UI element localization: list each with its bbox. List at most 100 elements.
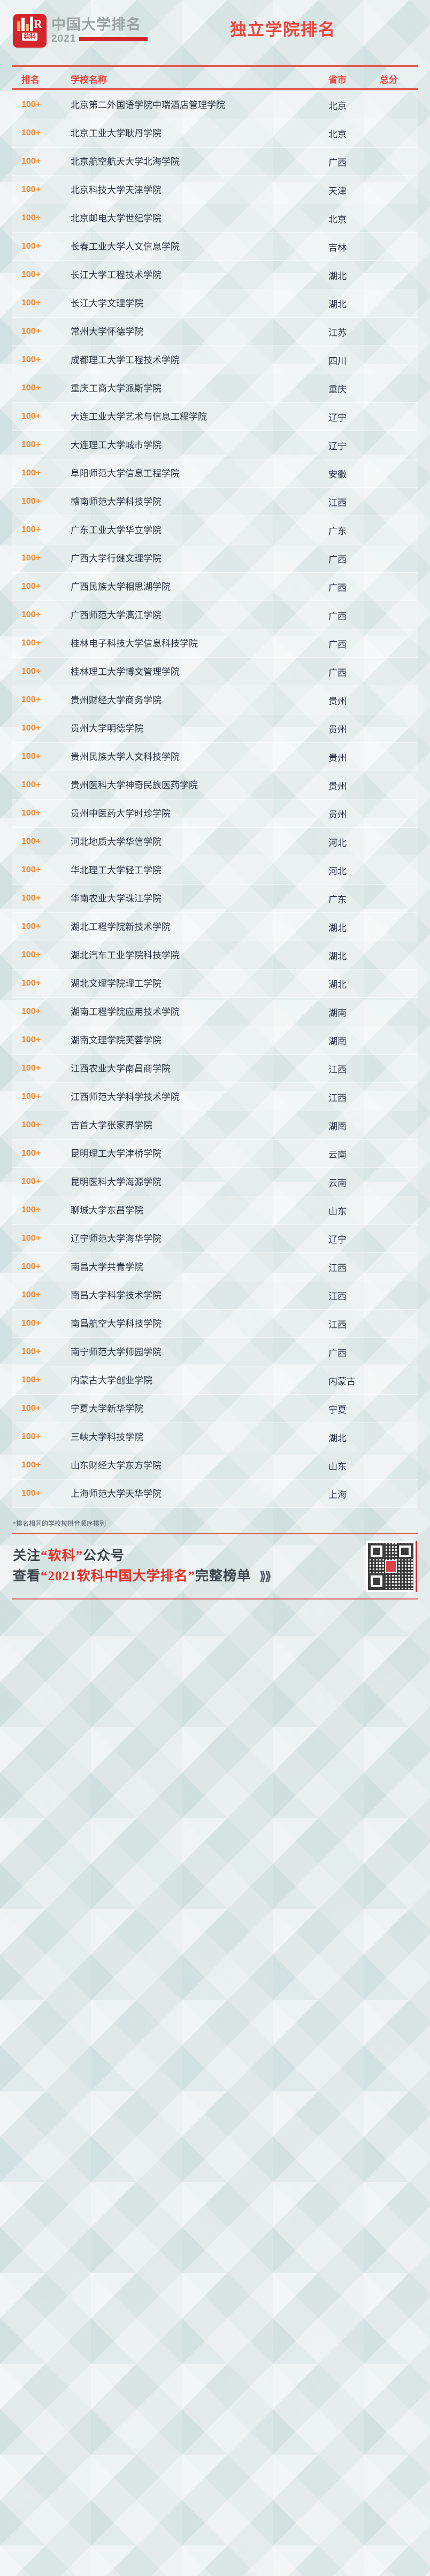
cell-province: 江西 <box>328 1263 347 1273</box>
brand-year-row: 2021 <box>51 34 148 44</box>
cell-rank: 100+ <box>21 497 41 506</box>
table-row[interactable]: 100+ 大连理工大学城市学院 辽宁 <box>12 431 418 459</box>
cta-line2-prefix: 查看 <box>13 1569 41 1583</box>
cell-name: 江西农业大学南昌商学院 <box>71 1063 171 1074</box>
cell-province: 江西 <box>328 1093 347 1103</box>
table-row[interactable]: 100+ 南昌大学共青学院 江西 <box>12 1253 418 1281</box>
cell-rank: 100+ <box>21 809 41 818</box>
brand-underline-bar <box>79 37 148 41</box>
table-row[interactable]: 100+ 辽宁师范大学海华学院 辽宁 <box>12 1225 418 1253</box>
cell-rank: 100+ <box>21 1064 41 1073</box>
cell-rank: 100+ <box>21 1205 41 1214</box>
table-row[interactable]: 100+ 成都理工大学工程技术学院 四川 <box>12 346 418 374</box>
cell-name: 湖南文理学院芙蓉学院 <box>71 1035 162 1045</box>
cell-province: 辽宁 <box>328 412 347 423</box>
table-row[interactable]: 100+ 常州大学怀德学院 江苏 <box>12 318 418 346</box>
table-row[interactable]: 100+ 湖南文理学院芙蓉学院 湖南 <box>12 1026 418 1055</box>
table-row[interactable]: 100+ 贵州民族大学人文科技学院 贵州 <box>12 743 418 771</box>
cell-rank: 100+ <box>21 1489 41 1498</box>
table-row[interactable]: 100+ 贵州财经大学商务学院 贵州 <box>12 686 418 714</box>
table-row[interactable]: 100+ 聊城大学东昌学院 山东 <box>12 1196 418 1225</box>
cell-name: 南昌航空大学科技学院 <box>71 1318 162 1329</box>
cell-province: 山东 <box>328 1206 347 1217</box>
column-header-rank: 排名 <box>21 74 40 85</box>
cell-province: 贵州 <box>328 809 347 820</box>
table-row[interactable]: 100+ 南昌航空大学科技学院 江西 <box>12 1310 418 1338</box>
table-row[interactable]: 100+ 湖北工程学院新技术学院 湖北 <box>12 913 418 941</box>
table-row[interactable]: 100+ 桂林理工大学博文管理学院 广西 <box>12 658 418 686</box>
cell-province: 天津 <box>328 186 347 196</box>
table-row[interactable]: 100+ 阜阳师范大学信息工程学院 安徽 <box>12 459 418 488</box>
cell-rank: 100+ <box>21 979 41 988</box>
cell-rank: 100+ <box>21 270 41 279</box>
table-row[interactable]: 100+ 河北地质大学华信学院 河北 <box>12 828 418 856</box>
table-row[interactable]: 100+ 贵州医科大学神奇民族医药学院 贵州 <box>12 771 418 799</box>
cell-name: 昆明医科大学海源学院 <box>71 1176 162 1187</box>
table-row[interactable]: 100+ 华南农业大学珠江学院 广东 <box>12 885 418 913</box>
table-row[interactable]: 100+ 江西师范大学科学技术学院 江西 <box>12 1083 418 1111</box>
cell-name: 成都理工大学工程技术学院 <box>71 355 180 365</box>
table-row[interactable]: 100+ 广西大学行健文理学院 广西 <box>12 544 418 573</box>
cell-province: 四川 <box>328 356 347 366</box>
table-row[interactable]: 100+ 内蒙古大学创业学院 内蒙古 <box>12 1366 418 1395</box>
cell-name: 长江大学文理学院 <box>71 298 143 309</box>
table-row[interactable]: 100+ 南宁师范大学师园学院 广西 <box>12 1338 418 1366</box>
table-row[interactable]: 100+ 北京邮电大学世纪学院 北京 <box>12 204 418 233</box>
table-row[interactable]: 100+ 北京第二外国语学院中瑞酒店管理学院 北京 <box>12 91 418 119</box>
logo-mark-letter: R <box>34 17 42 30</box>
table-row[interactable]: 100+ 长春工业大学人文信息学院 吉林 <box>12 233 418 261</box>
table-row[interactable]: 100+ 北京工业大学耿丹学院 北京 <box>12 119 418 148</box>
table-row[interactable]: 100+ 贵州大学明德学院 贵州 <box>12 714 418 743</box>
cell-province: 北京 <box>328 129 347 140</box>
table-row[interactable]: 100+ 山东财经大学东方学院 山东 <box>12 1451 418 1480</box>
cell-rank: 100+ <box>21 922 41 931</box>
table-row[interactable]: 100+ 昆明理工大学津桥学院 云南 <box>12 1140 418 1168</box>
cell-rank: 100+ <box>21 695 41 704</box>
cell-province: 广西 <box>328 1348 347 1358</box>
cell-rank: 100+ <box>21 1404 41 1413</box>
table-row[interactable]: 100+ 重庆工商大学派斯学院 重庆 <box>12 374 418 403</box>
table-row[interactable]: 100+ 南昌大学科学技术学院 江西 <box>12 1281 418 1310</box>
cell-name: 华北理工大学轻工学院 <box>71 865 162 875</box>
cta-block[interactable]: 关注“软科”公众号 查看“2021软科中国大学排名”完整榜单 ⟫⟫ <box>12 1534 418 1598</box>
table-row[interactable]: 100+ 湖北汽车工业学院科技学院 湖北 <box>12 941 418 970</box>
cell-rank: 100+ <box>21 553 41 563</box>
table-row[interactable]: 100+ 广东工业大学华立学院 广东 <box>12 516 418 544</box>
table-row[interactable]: 100+ 上海师范大学天华学院 上海 <box>12 1480 418 1508</box>
table-row[interactable]: 100+ 长江大学文理学院 湖北 <box>12 289 418 318</box>
table-row[interactable]: 100+ 湖北文理学院理工学院 湖北 <box>12 970 418 998</box>
table-row[interactable]: 100+ 长江大学工程技术学院 湖北 <box>12 261 418 289</box>
table-row[interactable]: 100+ 北京科技大学天津学院 天津 <box>12 176 418 204</box>
table-row[interactable]: 100+ 三峡大学科技学院 湖北 <box>12 1423 418 1451</box>
cta-line2-suffix: 完整榜单 <box>195 1569 251 1583</box>
cell-province: 广西 <box>328 667 347 678</box>
table-row[interactable]: 100+ 华北理工大学轻工学院 河北 <box>12 856 418 885</box>
table-row[interactable]: 100+ 北京航空航天大学北海学院 广西 <box>12 148 418 176</box>
table-row[interactable]: 100+ 江西农业大学南昌商学院 江西 <box>12 1055 418 1083</box>
cell-province: 湖南 <box>328 1036 347 1047</box>
brand-text: 中国大学排名 2021 <box>51 17 148 44</box>
table-row[interactable]: 100+ 广西民族大学相思湖学院 广西 <box>12 573 418 601</box>
table-row[interactable]: 100+ 吉首大学张家界学院 湖南 <box>12 1111 418 1140</box>
table-row[interactable]: 100+ 贵州中医药大学时珍学院 贵州 <box>12 799 418 828</box>
table-row[interactable]: 100+ 桂林电子科技大学信息科技学院 广西 <box>12 629 418 658</box>
cell-name: 北京工业大学耿丹学院 <box>71 128 162 139</box>
cell-rank: 100+ <box>21 724 41 733</box>
cell-name: 阜阳师范大学信息工程学院 <box>71 468 180 479</box>
chevron-right-icon[interactable]: ⟫⟫ <box>259 1570 272 1583</box>
table-row[interactable]: 100+ 大连工业大学艺术与信息工程学院 辽宁 <box>12 403 418 431</box>
table-body: 100+ 北京第二外国语学院中瑞酒店管理学院 北京 100+ 北京工业大学耿丹学院 北京 1… <box>12 91 418 1508</box>
table-row[interactable]: 100+ 广西师范大学漓江学院 广西 <box>12 601 418 629</box>
cell-rank: 100+ <box>21 1120 41 1129</box>
cell-province: 广西 <box>328 582 347 593</box>
table-row[interactable]: 100+ 赣南师范大学科技学院 江西 <box>12 488 418 516</box>
cta-line-1: 关注“软科”公众号 <box>13 1546 270 1566</box>
qr-code-icon[interactable] <box>366 1541 417 1592</box>
table-row[interactable]: 100+ 湖南工程学院应用技术学院 湖南 <box>12 998 418 1026</box>
table-row[interactable]: 100+ 宁夏大学新华学院 宁夏 <box>12 1395 418 1423</box>
table-row[interactable]: 100+ 昆明医科大学海源学院 云南 <box>12 1168 418 1196</box>
cell-rank: 100+ <box>21 1319 41 1328</box>
cell-name: 广西师范大学漓江学院 <box>71 610 162 620</box>
cell-rank: 100+ <box>21 1177 41 1186</box>
cell-province: 湖北 <box>328 979 347 990</box>
